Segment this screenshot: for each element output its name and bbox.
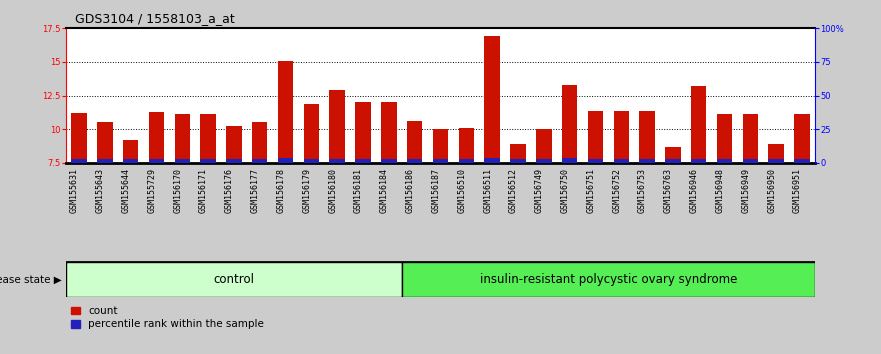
Text: GSM156177: GSM156177: [251, 168, 260, 213]
Text: GSM156750: GSM156750: [560, 168, 570, 213]
Bar: [278, 61, 293, 163]
Bar: [459, 128, 474, 163]
Bar: [122, 159, 138, 163]
Bar: [795, 159, 810, 163]
Bar: [355, 102, 371, 163]
Bar: [252, 159, 268, 163]
Text: GSM156176: GSM156176: [225, 168, 234, 213]
Text: GSM156180: GSM156180: [329, 168, 337, 213]
Bar: [510, 159, 526, 163]
Text: GSM156170: GSM156170: [174, 168, 182, 213]
Text: GSM156512: GSM156512: [509, 168, 518, 213]
Bar: [149, 112, 164, 163]
Bar: [588, 159, 603, 163]
Bar: [717, 159, 732, 163]
Text: GSM156179: GSM156179: [302, 168, 311, 213]
Bar: [562, 158, 577, 163]
Bar: [536, 159, 552, 163]
Bar: [226, 159, 241, 163]
Bar: [433, 129, 448, 163]
Text: GDS3104 / 1558103_a_at: GDS3104 / 1558103_a_at: [75, 12, 234, 25]
Bar: [200, 159, 216, 163]
Text: GSM156751: GSM156751: [587, 168, 596, 213]
Bar: [97, 122, 113, 163]
Bar: [743, 114, 759, 163]
Bar: [768, 144, 784, 163]
Bar: [71, 159, 86, 163]
Bar: [459, 159, 474, 163]
Bar: [768, 159, 784, 163]
Bar: [485, 158, 500, 163]
Bar: [122, 140, 138, 163]
Bar: [278, 158, 293, 163]
Text: GSM155643: GSM155643: [96, 168, 105, 213]
Bar: [717, 114, 732, 163]
FancyBboxPatch shape: [66, 262, 402, 297]
Text: GSM155631: GSM155631: [70, 168, 79, 213]
Text: GSM156948: GSM156948: [715, 168, 724, 213]
Text: GSM156763: GSM156763: [664, 168, 673, 213]
Bar: [381, 102, 396, 163]
Bar: [71, 113, 86, 163]
Text: GSM156946: GSM156946: [690, 168, 699, 213]
Bar: [743, 159, 759, 163]
Bar: [407, 159, 422, 163]
Text: GSM156184: GSM156184: [380, 168, 389, 213]
Text: GSM156171: GSM156171: [199, 168, 208, 213]
Legend: count, percentile rank within the sample: count, percentile rank within the sample: [71, 306, 263, 329]
Bar: [149, 159, 164, 163]
Bar: [304, 159, 319, 163]
Bar: [536, 129, 552, 163]
Text: GSM156187: GSM156187: [432, 168, 440, 213]
Bar: [329, 90, 345, 163]
Bar: [613, 111, 629, 163]
Text: disease state ▶: disease state ▶: [0, 275, 62, 285]
Text: GSM155729: GSM155729: [147, 168, 157, 213]
Text: GSM156951: GSM156951: [793, 168, 802, 213]
Bar: [691, 159, 707, 163]
Text: GSM156949: GSM156949: [742, 168, 751, 213]
Bar: [97, 159, 113, 163]
Text: GSM156950: GSM156950: [767, 168, 776, 213]
Text: GSM156749: GSM156749: [535, 168, 544, 213]
Bar: [174, 114, 190, 163]
Text: GSM156186: GSM156186: [405, 168, 415, 213]
Bar: [485, 36, 500, 163]
Bar: [252, 122, 268, 163]
Text: GSM156178: GSM156178: [277, 168, 285, 213]
Bar: [355, 159, 371, 163]
Text: GSM156752: GSM156752: [612, 168, 621, 213]
Bar: [562, 85, 577, 163]
Text: GSM156511: GSM156511: [483, 168, 492, 213]
Bar: [691, 86, 707, 163]
Bar: [174, 159, 190, 163]
Bar: [329, 159, 345, 163]
Text: GSM156181: GSM156181: [354, 168, 363, 213]
Bar: [613, 159, 629, 163]
Bar: [510, 144, 526, 163]
Bar: [304, 104, 319, 163]
Text: GSM156510: GSM156510: [457, 168, 466, 213]
Text: GSM155644: GSM155644: [122, 168, 130, 213]
Bar: [407, 121, 422, 163]
Text: insulin-resistant polycystic ovary syndrome: insulin-resistant polycystic ovary syndr…: [479, 273, 737, 286]
Bar: [795, 114, 810, 163]
Bar: [433, 159, 448, 163]
Text: control: control: [213, 273, 255, 286]
Bar: [200, 114, 216, 163]
Bar: [588, 111, 603, 163]
Bar: [665, 147, 681, 163]
Text: GSM156753: GSM156753: [638, 168, 647, 213]
Bar: [640, 159, 655, 163]
Bar: [640, 111, 655, 163]
Bar: [381, 159, 396, 163]
FancyBboxPatch shape: [402, 262, 815, 297]
Bar: [226, 126, 241, 163]
Bar: [665, 159, 681, 163]
